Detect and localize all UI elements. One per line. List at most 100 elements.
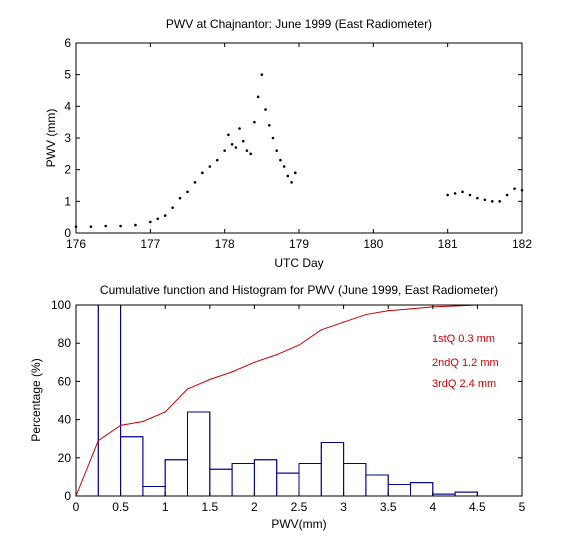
cumulative-point	[209, 378, 211, 381]
pwv-data-point	[293, 171, 297, 175]
top-x-tick-label: 180	[363, 237, 383, 251]
pwv-data-point	[282, 165, 286, 168]
bottom-chart: Cumulative function and Histogram for PW…	[29, 283, 526, 531]
top-chart-title: PWV at Chajnantor: June 1999 (East Radio…	[166, 17, 432, 31]
cumulative-point	[454, 305, 456, 307]
bottom-y-axis-label: Percentage (%)	[29, 358, 43, 441]
annotation-third-quartile: 3rdQ 2.4 mm	[432, 378, 496, 390]
pwv-data-point	[264, 108, 267, 111]
top-x-tick-label: 182	[512, 237, 532, 251]
pwv-data-point	[193, 181, 197, 184]
pwv-data-point	[286, 174, 290, 178]
pwv-data-point	[505, 193, 509, 197]
pwv-data-point	[223, 149, 226, 152]
top-y-axis-label: PWV (mm)	[44, 109, 58, 168]
cumulative-point	[387, 310, 389, 312]
bottom-x-axis-label: PWV(mm)	[271, 517, 326, 531]
pwv-data-point	[468, 193, 472, 197]
cumulative-point	[365, 313, 367, 316]
pwv-data-point	[241, 139, 245, 143]
pwv-data-point	[461, 190, 464, 194]
top-chart-points	[74, 73, 524, 228]
top-x-tick-label: 179	[289, 237, 309, 251]
bottom-y-tick-label: 40	[58, 413, 72, 427]
top-x-ticks: 176 177 178 179 180 181 182	[66, 43, 532, 251]
pwv-data-point	[104, 224, 108, 228]
bottom-x-tick-label: 1	[162, 500, 169, 514]
cumulative-point	[164, 411, 166, 413]
bottom-chart-title: Cumulative function and Histogram for PW…	[100, 283, 498, 297]
bottom-y-ticks: 0 20 40 60 80 100	[51, 298, 522, 503]
cumulative-point	[276, 354, 278, 356]
cumulative-point	[142, 420, 144, 423]
pwv-data-point	[245, 149, 249, 152]
top-x-tick-label: 176	[66, 237, 86, 251]
pwv-data-point	[201, 171, 204, 175]
bottom-x-tick-label: 2	[251, 500, 258, 514]
bottom-x-tick-label: 5	[519, 500, 526, 514]
pwv-data-point	[171, 206, 174, 209]
cumulative-point	[253, 361, 255, 363]
pwv-data-point	[253, 120, 256, 124]
bottom-y-tick-label: 0	[64, 489, 71, 503]
pwv-data-point	[498, 200, 502, 203]
top-x-tick-label: 178	[215, 237, 235, 251]
cumulative-point	[97, 440, 99, 442]
cumulative-point	[231, 371, 233, 373]
pwv-data-point	[275, 149, 279, 152]
pwv-data-point	[215, 158, 219, 162]
pwv-data-point	[256, 95, 260, 99]
annotation-first-quartile: 1stQ 0.3 mm	[432, 333, 495, 345]
pwv-data-point	[119, 224, 122, 228]
top-y-tick-label: 6	[64, 36, 71, 50]
top-y-tick-label: 3	[64, 131, 71, 145]
bottom-x-tick-label: 0	[73, 500, 80, 514]
pwv-data-point	[271, 136, 275, 140]
top-y-tick-label: 0	[64, 226, 71, 240]
top-y-tick-label: 1	[64, 194, 71, 208]
top-chart: PWV at Chajnantor: June 1999 (East Radio…	[44, 17, 532, 270]
bottom-x-tick-label: 0.5	[112, 500, 129, 514]
pwv-data-point	[227, 133, 230, 137]
pwv-data-point	[260, 73, 264, 76]
pwv-data-point	[230, 143, 234, 146]
cumulative-point	[120, 424, 122, 426]
pwv-data-point	[234, 146, 238, 149]
pwv-data-point	[89, 225, 93, 228]
pwv-data-point	[513, 187, 516, 190]
pwv-data-point	[490, 200, 494, 203]
top-y-tick-label: 2	[64, 163, 71, 177]
pwv-data-point	[208, 165, 212, 168]
bottom-y-tick-label: 100	[51, 298, 71, 312]
pwv-data-point	[290, 181, 293, 184]
pwv-data-point	[178, 196, 182, 200]
cumulative-point	[409, 308, 412, 310]
bottom-y-tick-label: 20	[58, 451, 72, 465]
bottom-x-tick-label: 1.5	[201, 500, 218, 514]
cumulative-point	[298, 344, 300, 346]
pwv-data-point	[446, 193, 449, 197]
bottom-y-tick-label: 60	[58, 374, 72, 388]
pwv-data-point	[134, 223, 137, 227]
pwv-data-point	[156, 217, 160, 221]
top-y-ticks: 0 1 2 3 4 5 6	[64, 36, 522, 240]
bottom-x-tick-label: 4	[429, 500, 436, 514]
top-x-axis-label: UTC Day	[274, 256, 323, 270]
histogram-bin	[120, 436, 144, 496]
cumulative-point	[320, 329, 322, 331]
bottom-x-tick-label: 3	[340, 500, 347, 514]
pwv-data-point	[186, 190, 189, 194]
cumulative-point	[343, 321, 345, 323]
pwv-data-point	[267, 124, 271, 127]
top-x-tick-label: 181	[438, 237, 458, 251]
bottom-x-tick-label: 4.5	[469, 500, 486, 514]
pwv-data-point	[453, 192, 457, 195]
pwv-data-point	[238, 127, 241, 130]
bottom-x-ticks: 0 0.5 1 1.5 2 2.5 3 3.5 4 4.5 5	[73, 305, 526, 514]
pwv-data-point	[279, 158, 282, 162]
pwv-data-point	[483, 198, 487, 202]
pwv-data-point	[149, 220, 152, 224]
annotation-second-quartile: 2ndQ 1.2 mm	[432, 357, 499, 369]
